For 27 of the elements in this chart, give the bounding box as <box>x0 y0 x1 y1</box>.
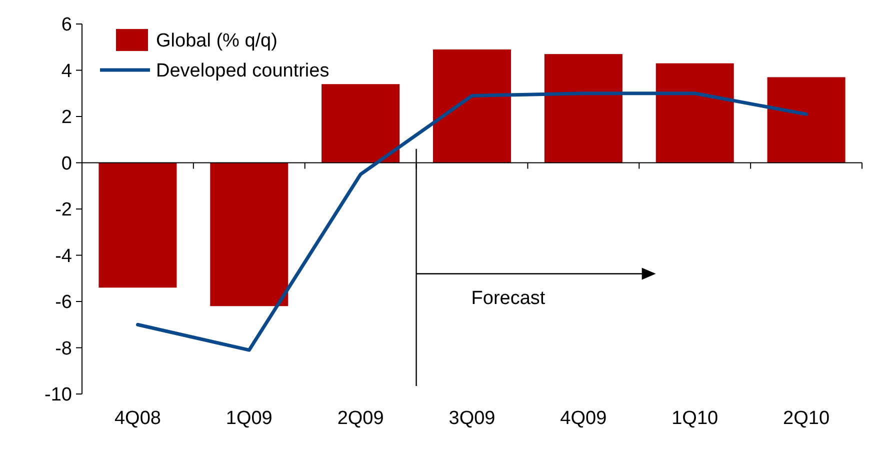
ref-line-label: Forecast <box>471 288 546 309</box>
x-tick-label: 4Q09 <box>560 408 607 429</box>
bar <box>433 49 511 163</box>
line-series <box>136 92 808 352</box>
x-tick-label: 2Q09 <box>337 408 384 429</box>
x-tick-label: 2Q10 <box>783 408 830 429</box>
bar <box>544 54 622 163</box>
bar <box>210 162 288 306</box>
legend-label: Global (% q/q) <box>156 30 278 52</box>
x-tick-label: 1Q09 <box>226 408 272 429</box>
x-tick-label: 3Q09 <box>448 408 496 429</box>
y-tick-label: -10 <box>44 384 72 406</box>
bar <box>767 77 846 163</box>
y-tick-label: 4 <box>61 60 72 82</box>
bar <box>98 162 177 288</box>
y-tick-label: -6 <box>55 292 72 314</box>
legend-label: Developed countries <box>156 60 330 82</box>
bar <box>322 84 400 163</box>
y-tick-label: 2 <box>61 107 72 128</box>
bar <box>656 63 734 163</box>
x-tick-label: 4Q08 <box>114 408 161 429</box>
y-tick-label: 6 <box>61 14 72 36</box>
y-tick-label: -2 <box>55 200 72 221</box>
y-tick-label: -4 <box>55 246 72 267</box>
y-tick-label: 0 <box>61 153 72 174</box>
y-tick-label: -8 <box>55 338 72 360</box>
x-tick-label: 1Q10 <box>672 408 718 429</box>
